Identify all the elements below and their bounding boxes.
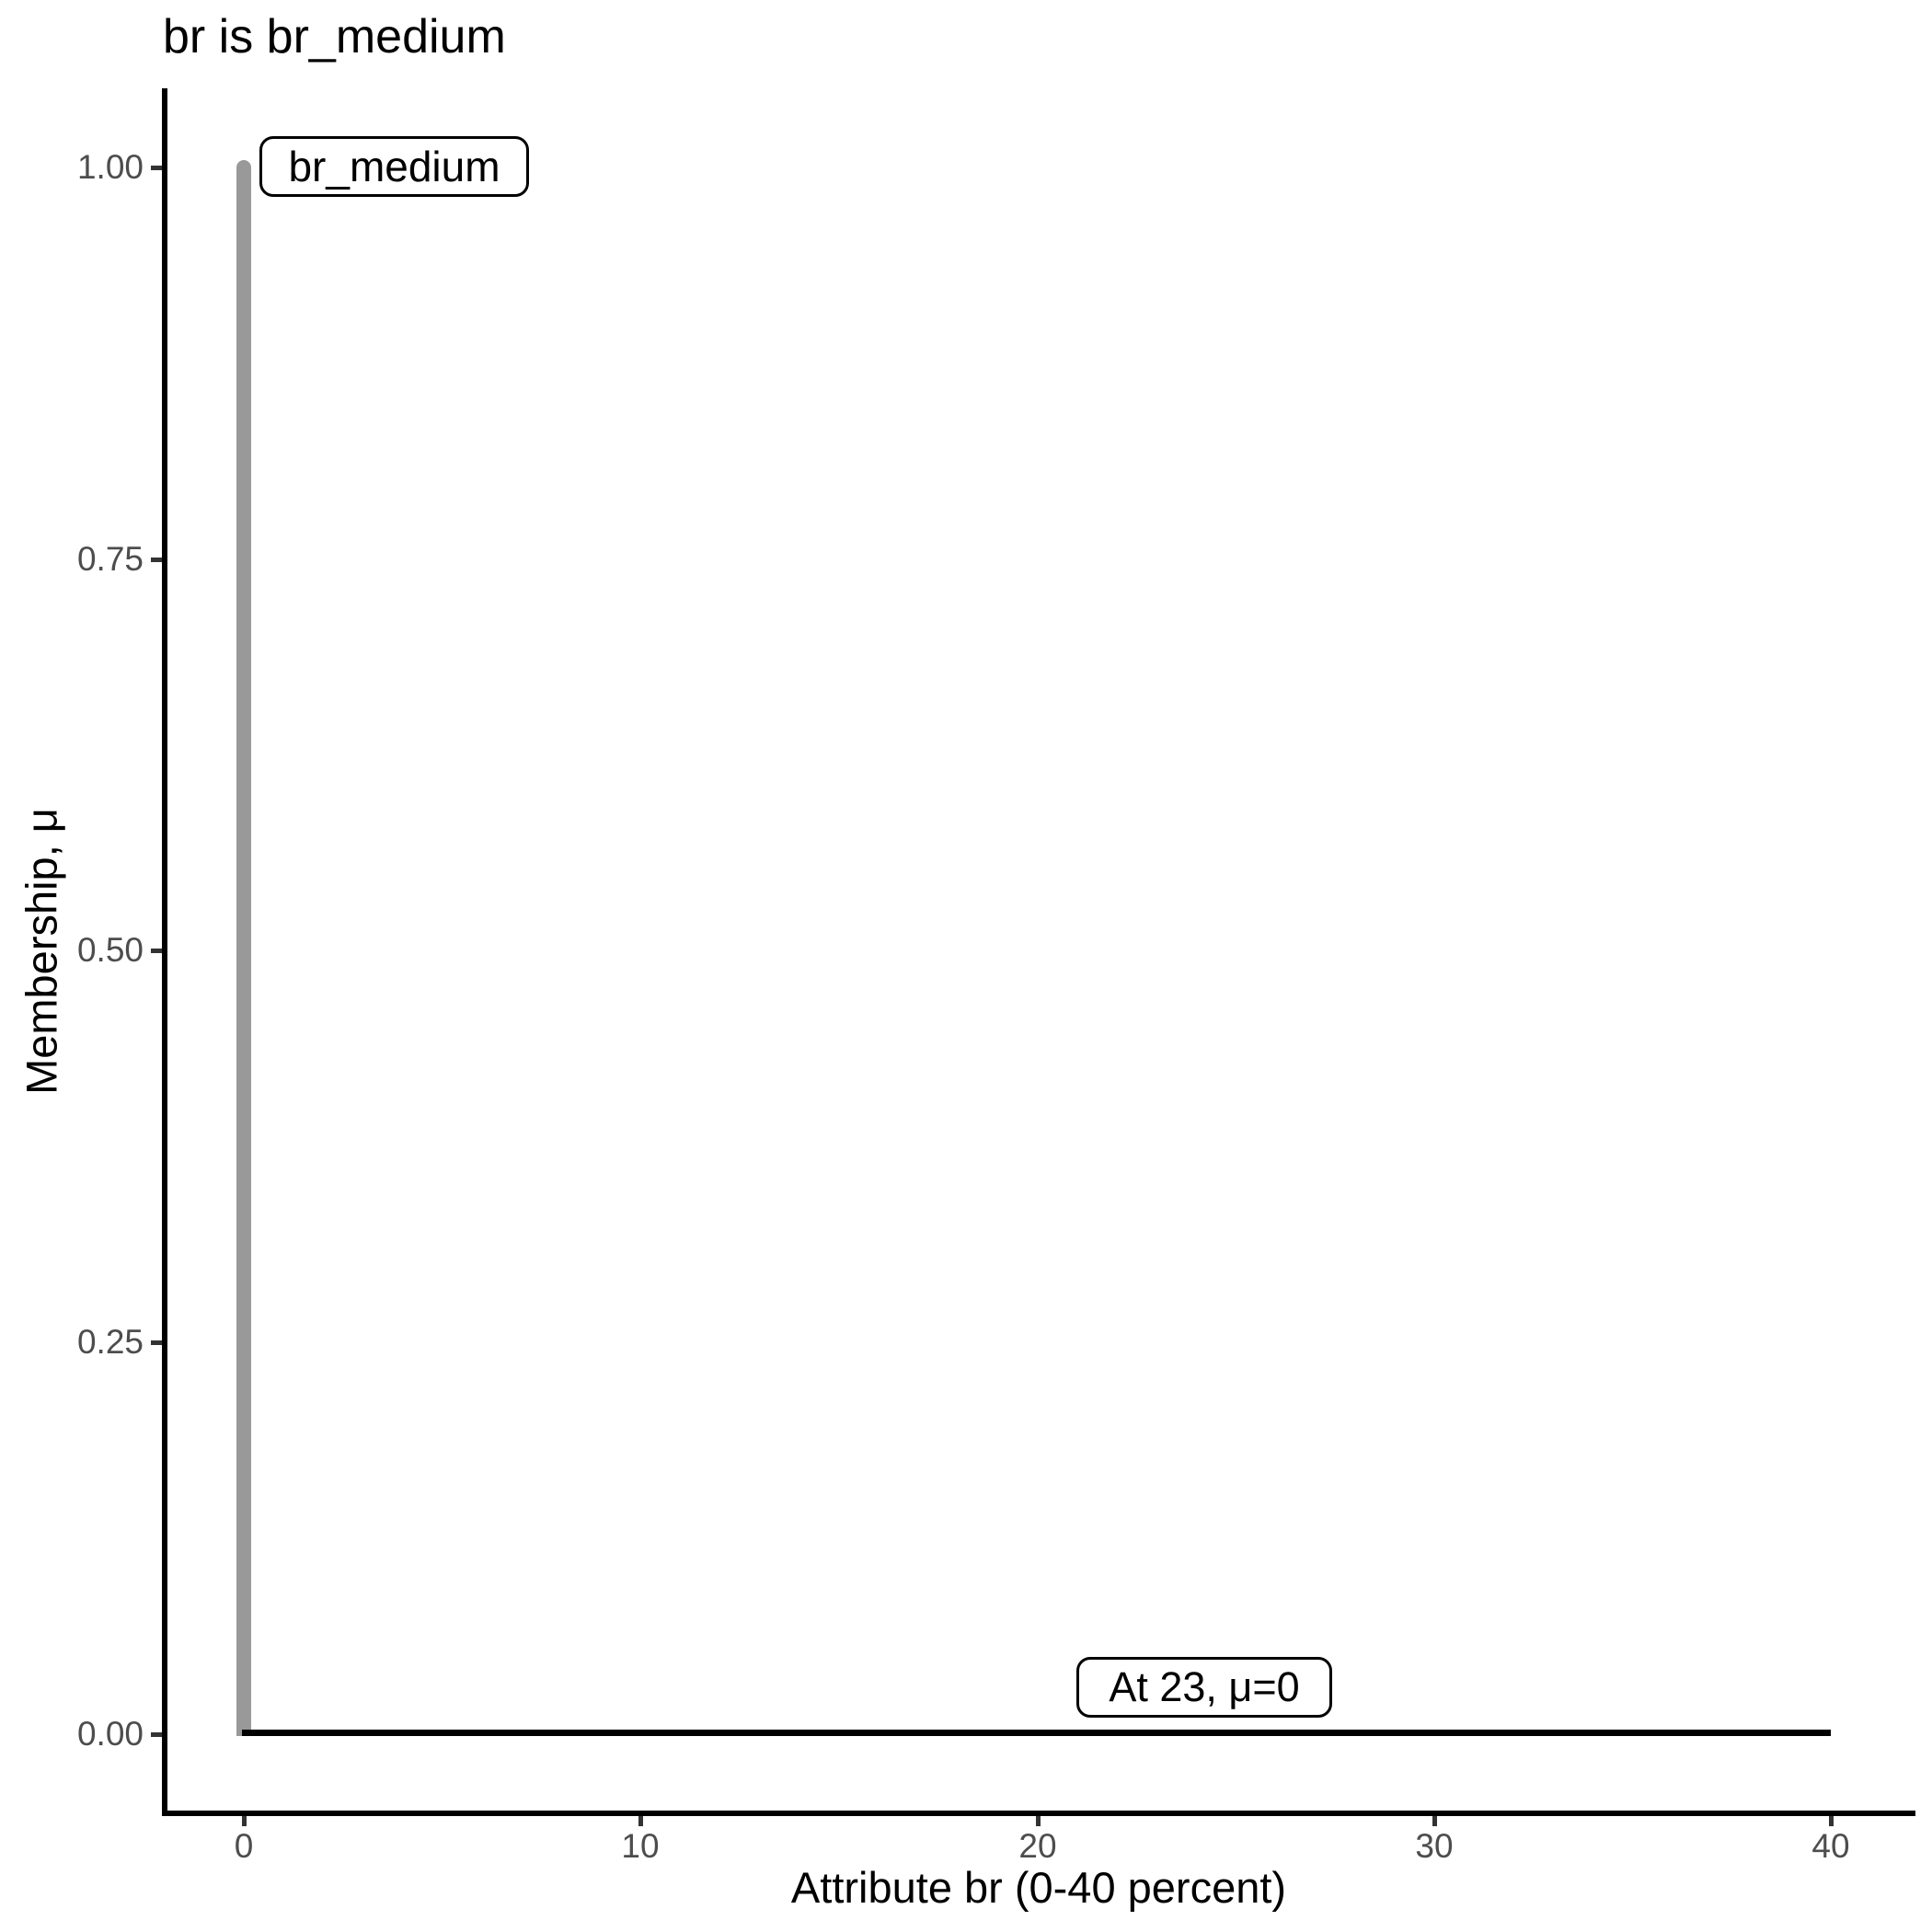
y-axis-line [162,88,167,1816]
y-tick-mark-1.00 [151,166,162,170]
zero-membership-line [242,1730,1831,1736]
x-tick-label-0: 0 [234,1827,254,1865]
x-tick-mark-10 [638,1816,643,1826]
x-tick-mark-20 [1036,1816,1041,1826]
x-tick-label-30: 30 [1415,1827,1454,1865]
x-tick-mark-40 [1829,1816,1834,1826]
y-tick-mark-0.00 [151,1732,162,1737]
x-tick-mark-0 [242,1816,247,1826]
set-name-annotation-text: br_medium [288,143,500,190]
y-tick-label-0.50: 0.50 [76,931,144,969]
x-tick-label-10: 10 [621,1827,660,1865]
x-tick-label-20: 20 [1018,1827,1057,1865]
y-tick-mark-0.50 [151,949,162,953]
chart-title: br is br_medium [163,10,506,63]
y-tick-label-0.75: 0.75 [76,540,144,578]
y-tick-label-1.00: 1.00 [76,148,144,186]
y-axis-title: Membership, μ [17,808,66,1095]
y-tick-label-0.25: 0.25 [76,1323,144,1361]
x-axis-title: Attribute br (0-40 percent) [790,1863,1287,1912]
y-tick-mark-0.25 [151,1340,162,1345]
x-axis-line [162,1811,1915,1816]
x-tick-mark-30 [1432,1816,1437,1826]
x-tick-label-40: 40 [1811,1827,1850,1865]
value-annotation: At 23, μ=0 [1076,1657,1332,1718]
membership-spike-line [236,160,251,1736]
y-tick-mark-0.75 [151,558,162,562]
set-name-annotation: br_medium [259,136,529,197]
y-tick-label-0.00: 0.00 [76,1715,144,1753]
value-annotation-text: At 23, μ=0 [1109,1663,1300,1710]
